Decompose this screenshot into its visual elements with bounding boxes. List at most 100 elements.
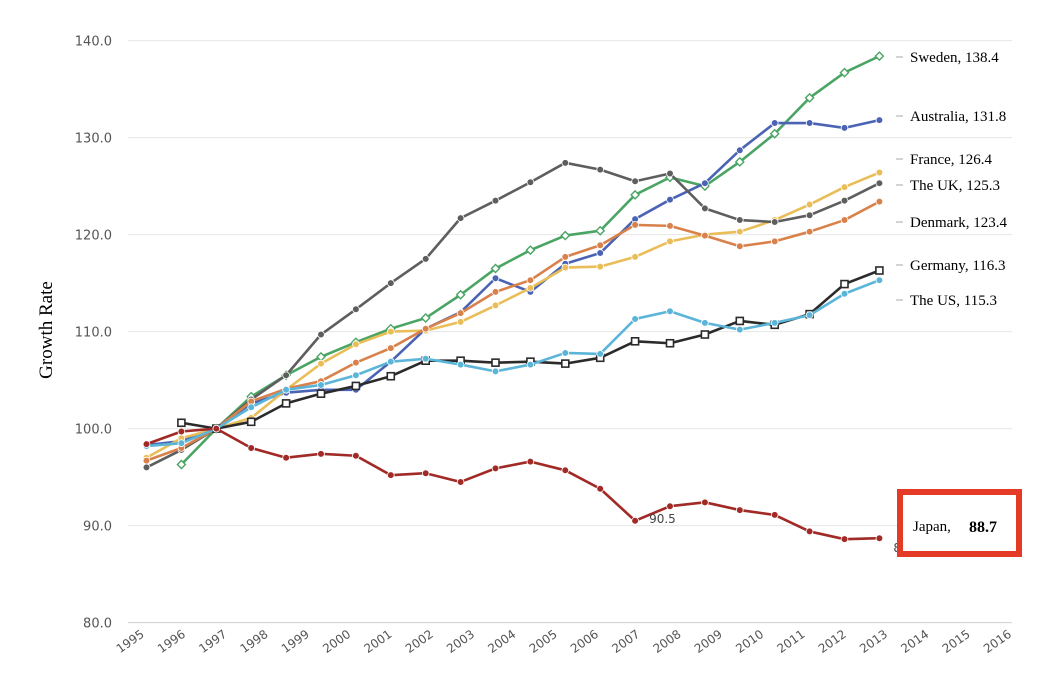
x-tick-2002: 2002 (403, 627, 436, 656)
point-germany-2002 (386, 371, 396, 381)
x-tick-2013: 2013 (857, 627, 890, 656)
end-label-the-us: The US, 115.3 (910, 293, 997, 309)
point-france-2004 (456, 318, 465, 326)
point-the-uk-2013 (770, 218, 779, 226)
point-sweden-1996 (176, 459, 187, 470)
end-labels: Sweden, 138.4 Australia, 131.8 France, 126… (896, 50, 1008, 309)
point-the-us-2004 (456, 360, 465, 369)
y-tick-90.0: 90.0 (83, 520, 112, 535)
point-australia-2014 (805, 119, 814, 127)
point-the-us-2014 (805, 311, 814, 319)
end-label-australia: Australia, 131.8 (910, 109, 1006, 125)
point-the-uk-2007 (561, 159, 570, 167)
point-the-us-2000 (317, 381, 325, 389)
point-the-us-2007 (561, 349, 570, 357)
japan-highlight-box: Japan, 88.7 (897, 489, 1022, 557)
point-japan-2015 (840, 535, 849, 543)
point-sweden-2005 (490, 263, 501, 274)
point-the-us-2008 (596, 350, 604, 358)
series-lines (142, 51, 885, 543)
point-japan-2014 (805, 527, 814, 536)
y-tick-80.0: 80.0 (83, 617, 112, 632)
japan-highlight-label: Japan, (913, 519, 951, 535)
point-japan-1998 (247, 444, 256, 452)
point-france-2005 (491, 301, 500, 310)
point-the-us-2009 (631, 315, 639, 323)
x-tick-2007: 2007 (609, 627, 642, 656)
y-tick-110.0: 110.0 (75, 326, 112, 341)
point-france-2009 (631, 253, 639, 261)
annotation-90-5: 90.5 (649, 512, 676, 526)
point-denmark-2012 (735, 242, 744, 251)
point-japan-2007 (561, 466, 570, 475)
point-japan-2011 (701, 498, 709, 507)
series-line-denmark (146, 200, 881, 462)
point-denmark-2005 (491, 288, 500, 296)
point-the-us-1999 (282, 385, 290, 394)
point-germany-2015 (840, 279, 849, 289)
point-denmark-2006 (526, 276, 535, 284)
point-france-2002 (386, 327, 395, 336)
x-tick-2008: 2008 (651, 627, 684, 656)
point-japan-1997 (212, 424, 221, 433)
point-the-uk-2012 (735, 216, 744, 224)
y-axis-label: Growth Rate (36, 281, 57, 379)
x-tick-2006: 2006 (568, 627, 601, 656)
point-australia-2008 (596, 249, 604, 257)
point-denmark-2002 (386, 344, 395, 352)
point-sweden-2012 (734, 156, 745, 167)
x-tick-1997: 1997 (196, 627, 229, 656)
point-australia-2016 (875, 116, 884, 124)
point-sweden-2013 (769, 128, 780, 139)
point-the-us-2016 (875, 276, 884, 284)
series-line-the-us (146, 278, 880, 448)
point-japan-2006 (526, 457, 535, 466)
end-label-sweden: Sweden, 138.4 (910, 50, 999, 66)
x-tick-2004: 2004 (485, 627, 518, 656)
point-germany-2011 (700, 330, 710, 339)
point-the-uk-2001 (352, 305, 360, 314)
point-germany-2005 (491, 358, 500, 367)
japan-highlight-value: 88.7 (969, 519, 997, 536)
point-germany-2012 (735, 316, 745, 326)
point-the-uk-2006 (526, 178, 535, 187)
point-the-uk-2005 (491, 196, 500, 205)
point-germany-2010 (665, 338, 675, 348)
point-germany-2016 (875, 266, 884, 275)
point-japan-2002 (386, 471, 395, 479)
point-the-uk-2000 (317, 330, 325, 339)
point-denmark-2003 (421, 324, 430, 333)
point-sweden-2009 (630, 189, 641, 200)
point-france-2014 (805, 200, 814, 209)
point-germany-1996 (177, 418, 186, 428)
point-denmark-2011 (701, 231, 709, 240)
x-tick-2001: 2001 (361, 627, 394, 656)
point-australia-2011 (701, 179, 709, 187)
series-line-france (145, 171, 880, 459)
point-france-2000 (317, 359, 325, 368)
x-axis-ticks: 1995 1996 1997 1998 1999 2000 2001 2002 2003 2004… (114, 627, 1014, 656)
point-the-us-2013 (770, 319, 779, 327)
point-the-us-2010 (666, 307, 674, 316)
point-the-uk-1995 (142, 463, 151, 472)
point-denmark-2016 (875, 197, 884, 206)
point-france-2007 (561, 263, 570, 272)
point-germany-1999 (281, 399, 291, 408)
point-the-uk-2015 (840, 196, 849, 205)
point-the-us-2011 (701, 319, 709, 327)
point-the-uk-2010 (666, 169, 674, 178)
point-the-us-2001 (352, 371, 360, 380)
point-japan-2001 (352, 451, 360, 460)
point-the-uk-2014 (805, 211, 814, 220)
point-denmark-2007 (561, 253, 570, 261)
point-japan-2008 (596, 484, 604, 493)
x-tick-1999: 1999 (279, 627, 312, 656)
point-germany-1998 (246, 417, 256, 427)
point-japan-2003 (421, 469, 430, 478)
point-germany-2007 (560, 359, 570, 368)
x-tick-2005: 2005 (527, 627, 560, 656)
x-tick-2015: 2015 (940, 627, 973, 656)
point-the-us-2006 (526, 360, 535, 369)
point-japan-2012 (735, 506, 744, 514)
point-japan-2005 (491, 464, 500, 473)
